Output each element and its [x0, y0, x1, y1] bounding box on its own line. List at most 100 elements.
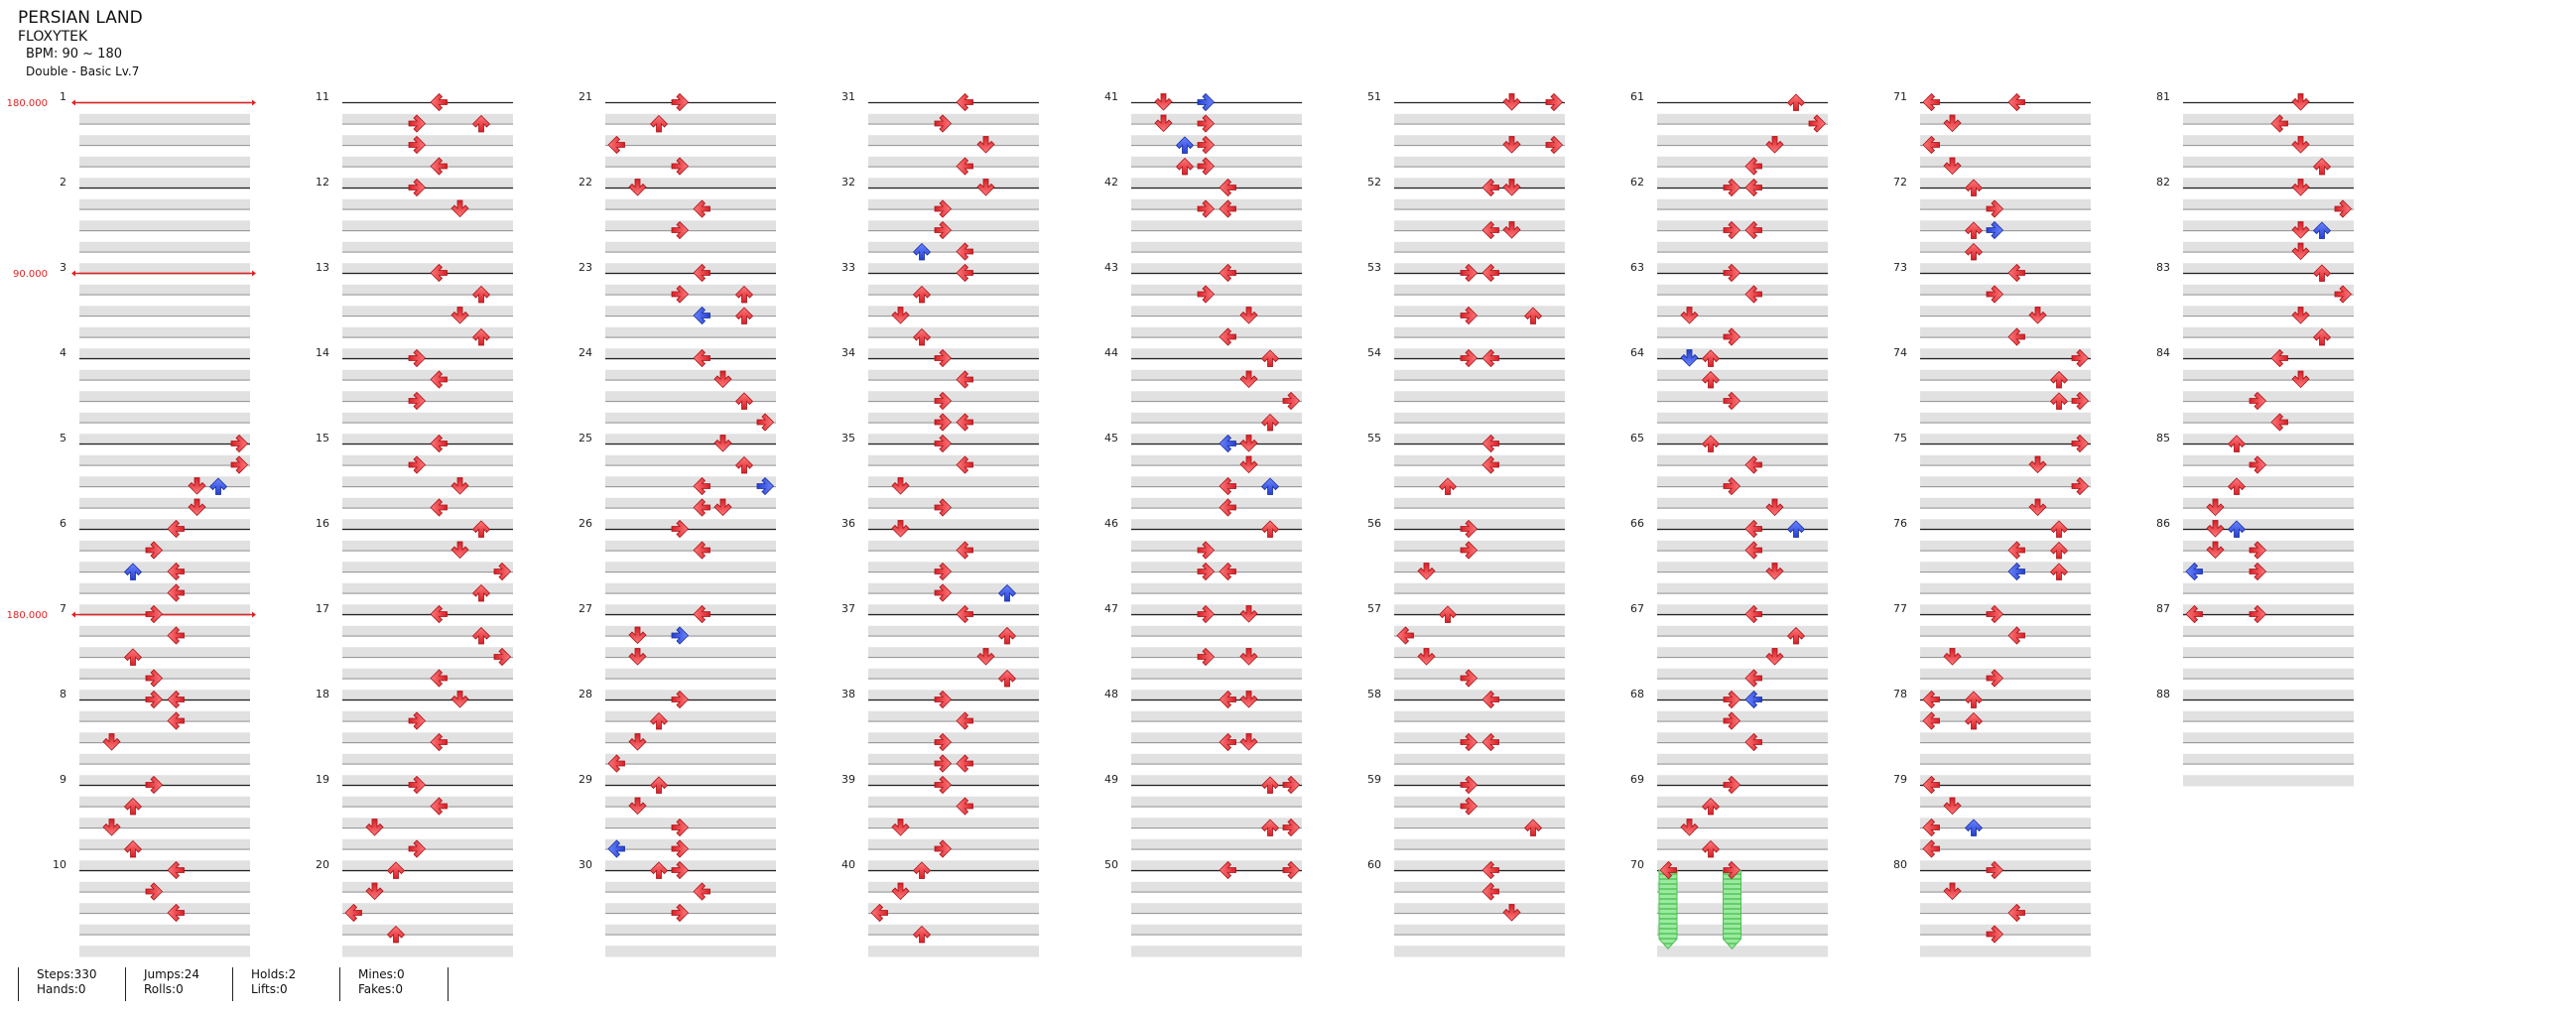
- measure: 6: [60, 517, 250, 616]
- beat-stripe: [1657, 519, 1828, 531]
- beat-stripe: [79, 924, 250, 936]
- beat-stripe: [1920, 306, 2091, 318]
- beat-stripe: [605, 519, 776, 531]
- beat-stripe: [1657, 412, 1828, 424]
- beat-stripe: [1657, 178, 1828, 190]
- measure-number: 35: [841, 432, 855, 444]
- measure: 4: [60, 346, 250, 445]
- beat-stripe: [1394, 690, 1565, 701]
- beat-stripe: [1657, 326, 1828, 338]
- beat-stripe: [1131, 113, 1302, 125]
- beat-stripe: [79, 519, 250, 531]
- beat-stripe: [1394, 348, 1565, 360]
- beat-stripe: [1657, 454, 1828, 466]
- measure: 88: [2156, 688, 2354, 787]
- beat-stripe: [2183, 412, 2354, 424]
- beat-stripe: [342, 647, 513, 659]
- beat-stripe: [1920, 775, 2091, 787]
- measure: 25: [579, 432, 776, 531]
- beat-stripe: [1131, 156, 1302, 168]
- measure: 40: [841, 858, 1039, 957]
- measure-number: 32: [841, 176, 855, 189]
- left-arrow-icon: [956, 93, 973, 111]
- beat-stripe: [2183, 220, 2354, 232]
- measure-number: 75: [1893, 432, 1907, 444]
- measure: 81: [2156, 90, 2354, 190]
- beat-stripe: [1920, 818, 2091, 829]
- beat-stripe: [1920, 519, 2091, 531]
- measure: 3 90.000: [13, 261, 256, 360]
- beat-stripe: [868, 647, 1039, 659]
- beat-stripe: [1131, 625, 1302, 637]
- beat-stripe: [868, 796, 1039, 808]
- beat-stripe: [342, 497, 513, 509]
- measure-number: 70: [1630, 858, 1644, 871]
- beat-stripe: [605, 284, 776, 296]
- measure: 66: [1630, 517, 1828, 616]
- beat-stripe: [1657, 796, 1828, 808]
- beat-stripe: [2183, 263, 2354, 275]
- measure-number: 21: [579, 90, 592, 103]
- measure-number: 65: [1630, 432, 1644, 444]
- measure: 59: [1367, 773, 1565, 872]
- left-arrow-icon: [2007, 93, 2025, 111]
- beat-stripe: [1657, 604, 1828, 616]
- measure: 60: [1367, 858, 1565, 957]
- measure-number: 77: [1893, 602, 1907, 615]
- measure-number: 10: [53, 858, 66, 871]
- beat-stripe: [605, 497, 776, 509]
- measure: 62: [1630, 176, 1828, 275]
- measure: 29: [579, 773, 776, 872]
- hold-body: [1723, 869, 1741, 950]
- beat-stripe: [79, 753, 250, 765]
- measure: 1 180.000: [7, 90, 256, 190]
- beat-stripe: [79, 582, 250, 594]
- beat-stripe: [605, 178, 776, 190]
- right-arrow-icon: [1545, 93, 1563, 111]
- down-arrow-icon: [1502, 93, 1521, 111]
- beat-stripe: [1131, 434, 1302, 445]
- measure-number: 53: [1367, 261, 1381, 274]
- measure: 43: [1104, 261, 1302, 360]
- beat-stripe: [1920, 113, 2091, 125]
- beat-stripe: [1920, 647, 2091, 659]
- measure: 82: [2156, 176, 2354, 275]
- beat-stripe: [1131, 178, 1302, 190]
- lifts-count: Lifts:0: [251, 982, 288, 996]
- bpm-change-marker: [252, 611, 256, 618]
- measure: 44: [1104, 346, 1302, 445]
- beat-stripe: [1657, 434, 1828, 445]
- beat-stripe: [2183, 135, 2354, 147]
- beat-stripe: [342, 732, 513, 744]
- beat-stripe: [605, 348, 776, 360]
- beat-stripe: [1920, 796, 2091, 808]
- measure: 12: [316, 176, 513, 275]
- beat-stripe: [1920, 860, 2091, 872]
- measure-number: 55: [1367, 432, 1381, 444]
- beat-stripe: [605, 306, 776, 318]
- hold-note: [1723, 869, 1741, 950]
- beat-stripe: [79, 903, 250, 915]
- measure: 42: [1104, 176, 1302, 275]
- beat-stripe: [605, 454, 776, 466]
- beat-stripe: [605, 903, 776, 915]
- beat-stripe: [79, 775, 250, 787]
- measure: 9: [60, 773, 250, 872]
- beat-stripe: [1657, 562, 1828, 573]
- beat-stripe: [605, 690, 776, 701]
- beat-stripe: [605, 220, 776, 232]
- beat-stripe: [1394, 924, 1565, 936]
- measure: 41: [1104, 90, 1302, 190]
- beat-stripe: [868, 860, 1039, 872]
- hold-body: [1658, 869, 1678, 950]
- beat-stripe: [868, 946, 1039, 957]
- measure: 71: [1893, 90, 2091, 190]
- measure: 83: [2156, 261, 2354, 360]
- beat-stripe: [1920, 178, 2091, 190]
- beat-stripe: [1920, 348, 2091, 360]
- beat-stripe: [2183, 241, 2354, 253]
- measure: 84: [2156, 346, 2354, 445]
- beat-stripe: [1920, 369, 2091, 381]
- beat-stripe: [1920, 625, 2091, 637]
- beat-stripe: [342, 178, 513, 190]
